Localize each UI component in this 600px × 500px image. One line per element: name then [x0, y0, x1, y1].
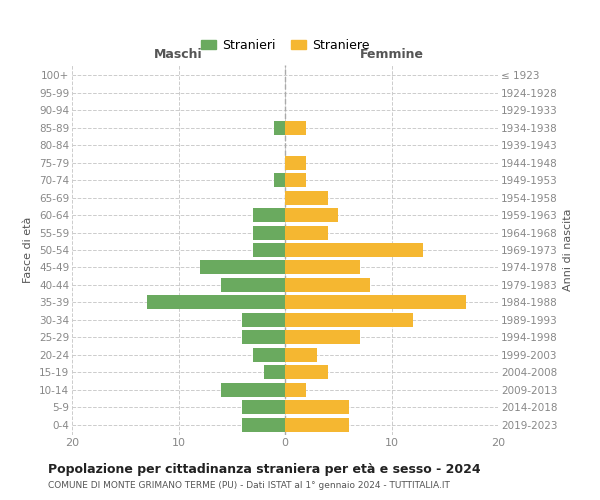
Text: Popolazione per cittadinanza straniera per età e sesso - 2024: Popolazione per cittadinanza straniera p…	[48, 462, 481, 475]
Bar	[221, 278, 285, 292]
Bar	[285, 173, 307, 187]
Bar	[242, 313, 285, 327]
Text: Maschi: Maschi	[154, 48, 203, 62]
Bar	[253, 208, 285, 222]
Bar	[253, 226, 285, 239]
Bar	[264, 365, 285, 379]
Bar	[285, 208, 338, 222]
Bar	[285, 330, 359, 344]
Text: COMUNE DI MONTE GRIMANO TERME (PU) - Dati ISTAT al 1° gennaio 2024 - TUTTITALIA.: COMUNE DI MONTE GRIMANO TERME (PU) - Dat…	[48, 481, 450, 490]
Bar	[221, 382, 285, 396]
Bar	[274, 121, 285, 135]
Bar	[285, 156, 307, 170]
Bar	[242, 330, 285, 344]
Bar	[242, 418, 285, 432]
Bar	[285, 348, 317, 362]
Text: Femmine: Femmine	[359, 48, 424, 62]
Legend: Stranieri, Straniere: Stranieri, Straniere	[196, 34, 374, 57]
Bar	[200, 260, 285, 274]
Bar	[285, 400, 349, 414]
Bar	[242, 400, 285, 414]
Bar	[285, 278, 370, 292]
Bar	[146, 296, 285, 310]
Bar	[285, 190, 328, 204]
Y-axis label: Anni di nascita: Anni di nascita	[563, 209, 573, 291]
Bar	[285, 121, 307, 135]
Bar	[285, 365, 328, 379]
Bar	[285, 313, 413, 327]
Bar	[274, 173, 285, 187]
Bar	[285, 243, 424, 257]
Bar	[285, 226, 328, 239]
Bar	[285, 260, 359, 274]
Bar	[253, 348, 285, 362]
Bar	[285, 418, 349, 432]
Y-axis label: Fasce di età: Fasce di età	[23, 217, 34, 283]
Bar	[285, 296, 466, 310]
Bar	[253, 243, 285, 257]
Bar	[285, 382, 307, 396]
